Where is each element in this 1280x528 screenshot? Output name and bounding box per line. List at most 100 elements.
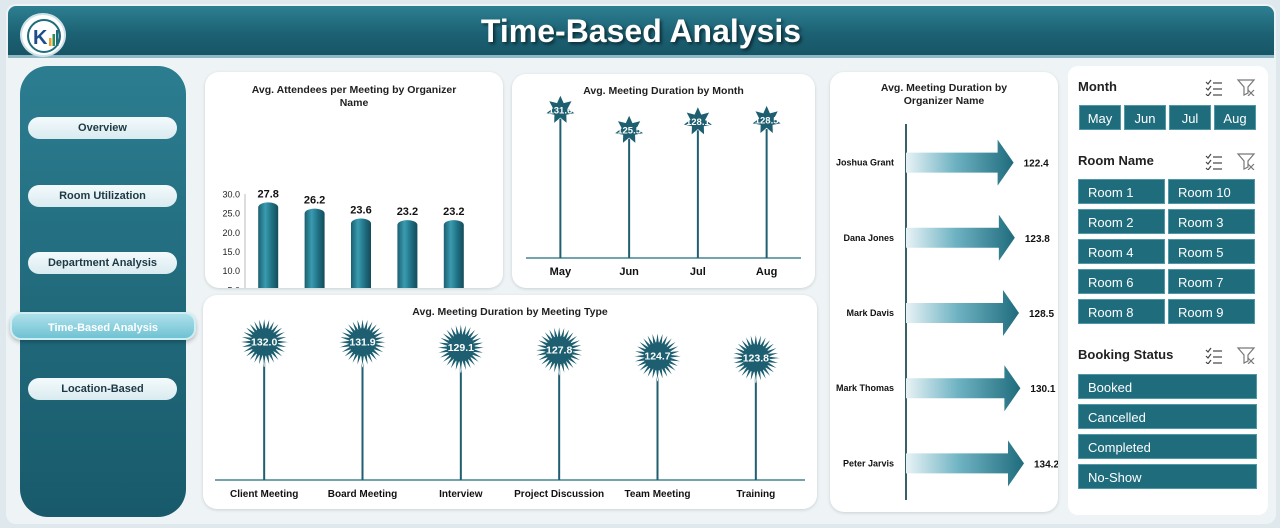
page-title: Time-Based Analysis: [480, 13, 802, 49]
room-slicer-item[interactable]: Room 4: [1078, 239, 1165, 264]
month-slicer-item[interactable]: May: [1079, 105, 1121, 130]
room-slicer-item[interactable]: Room 6: [1078, 269, 1165, 294]
room-slicer-item[interactable]: Room 2: [1078, 209, 1165, 234]
x-tick-label: Team Meeting: [625, 489, 691, 500]
x-tick-label: May: [550, 266, 572, 278]
status-slicer-item[interactable]: No-Show: [1078, 464, 1257, 489]
room-slicer-item[interactable]: Room 8: [1078, 299, 1165, 324]
arrow-bar: [906, 214, 1015, 261]
arrow-bar: [906, 365, 1021, 412]
nav-location-based-button[interactable]: Location-Based: [28, 378, 177, 400]
data-label: 23.6: [350, 205, 371, 217]
organizer-duration-chart-title: Avg. Meeting Duration by Organizer Name: [880, 82, 1008, 107]
data-label: 132.0: [251, 337, 277, 349]
month-slicer-item[interactable]: Jun: [1124, 105, 1166, 130]
y-tick-label: Peter Jarvis: [843, 458, 894, 468]
star-marker: [435, 322, 486, 373]
bar: [304, 208, 325, 288]
data-label: 134.2: [1034, 459, 1058, 470]
nav-department-analysis-button[interactable]: Department Analysis: [28, 252, 177, 274]
data-label: 123.8: [1025, 234, 1050, 245]
multi-select-icon[interactable]: [1205, 79, 1222, 96]
month-slicer-item[interactable]: Jul: [1169, 105, 1211, 130]
attendees-chart-title: Avg. Attendees per Meeting by Organizer …: [251, 84, 457, 109]
y-tick-label: 5.0: [227, 285, 240, 288]
bar: [351, 218, 371, 288]
data-label: 23.2: [443, 206, 464, 218]
data-label: 127.8: [546, 345, 572, 357]
sidebar-nav: Overview Room Utilization Department Ana…: [10, 66, 196, 517]
x-tick-label: Jun: [619, 266, 639, 278]
arrow-bar: [906, 139, 1014, 186]
status-slicer-item[interactable]: Cancelled: [1078, 404, 1257, 429]
month-duration-lollipop-chart: 131.6 May 125.5 Jun 128.1 Jul 128.5 Aug: [526, 94, 801, 278]
star-marker: [682, 105, 714, 136]
room-slicer-item[interactable]: Room 9: [1168, 299, 1255, 324]
x-tick-label: Board Meeting: [328, 489, 397, 500]
y-tick-label: 10.0: [222, 266, 240, 276]
y-tick-label: 20.0: [222, 228, 240, 238]
room-slicer-item[interactable]: Room 10: [1168, 179, 1255, 204]
data-label: 27.8: [257, 188, 278, 200]
bar: [258, 202, 279, 288]
star-marker: [545, 94, 576, 125]
status-slicer-item[interactable]: Booked: [1078, 374, 1257, 399]
room-slicer-controls: [1205, 153, 1256, 170]
star-marker: [730, 332, 781, 384]
clear-filter-icon[interactable]: [1236, 79, 1256, 96]
x-tick-label: Project Discussion: [514, 489, 604, 500]
y-tick-label: Joshua Grant: [836, 158, 894, 168]
star-marker: [337, 317, 388, 368]
clear-filter-icon[interactable]: [1236, 153, 1256, 170]
data-label: 26.2: [304, 195, 325, 207]
arrow-bar: [906, 290, 1019, 336]
y-tick-label: Dana Jones: [843, 233, 894, 243]
month-slicer-item[interactable]: Aug: [1214, 105, 1256, 130]
status-slicer-title: Booking Status: [1078, 347, 1174, 362]
data-label: 125.5: [617, 126, 641, 137]
month-duration-chart-title: Avg. Meeting Duration by Month: [583, 85, 744, 97]
clear-filter-icon[interactable]: [1236, 347, 1256, 364]
bar: [397, 220, 418, 288]
meeting-type-chart-title: Avg. Meeting Duration by Meeting Type: [412, 306, 608, 318]
organizer-duration-chart-card: Avg. Meeting Duration by Organizer Name …: [830, 72, 1058, 512]
slicer-panel: Month May Jun Jul Aug Room Name Room 1 R…: [1068, 66, 1268, 515]
y-tick-label: Mark Thomas: [836, 383, 894, 393]
x-tick-label: Training: [736, 489, 775, 500]
room-slicer-item[interactable]: Room 1: [1078, 179, 1165, 204]
data-label: 123.8: [743, 353, 769, 365]
multi-select-icon[interactable]: [1205, 347, 1222, 364]
x-tick-label: Interview: [439, 489, 483, 500]
room-slicer-item[interactable]: Room 7: [1168, 269, 1255, 294]
bar: [443, 220, 464, 288]
data-label: 131.6: [548, 106, 572, 117]
meeting-type-lollipop-chart: 132.0 Client Meeting 131.9 Board Meeting 129…: [215, 316, 805, 500]
y-tick-label: Mark Davis: [846, 308, 894, 318]
y-tick-label: 30.0: [222, 190, 240, 200]
x-tick-label: Jul: [690, 266, 706, 278]
multi-select-icon[interactable]: [1205, 153, 1222, 170]
data-label: 129.1: [448, 342, 474, 354]
data-label: 128.5: [755, 116, 779, 127]
data-label: 128.5: [1029, 309, 1054, 320]
arrow-bar: [906, 440, 1024, 487]
data-label: 131.9: [349, 337, 375, 349]
data-label: 23.2: [397, 206, 418, 218]
y-tick-label: 15.0: [222, 247, 240, 257]
svg-text:K: K: [33, 27, 48, 49]
month-slicer-title: Month: [1078, 79, 1117, 94]
data-label: 122.4: [1024, 159, 1049, 170]
status-slicer-item[interactable]: Completed: [1078, 434, 1257, 459]
data-label: 130.1: [1030, 384, 1055, 395]
meeting-type-chart-card: Avg. Meeting Duration by Meeting Type 13…: [203, 295, 817, 509]
x-tick-label: Aug: [756, 266, 777, 278]
room-slicer-item[interactable]: Room 3: [1168, 209, 1255, 234]
nav-time-based-analysis-button[interactable]: Time-Based Analysis: [10, 312, 196, 340]
star-marker: [239, 316, 290, 368]
nav-overview-button[interactable]: Overview: [28, 117, 177, 139]
month-slicer-controls: [1205, 79, 1256, 96]
nav-room-utilization-button[interactable]: Room Utilization: [28, 185, 177, 207]
y-tick-label: 25.0: [222, 209, 240, 219]
room-slicer-item[interactable]: Room 5: [1168, 239, 1255, 264]
data-label: 124.7: [644, 351, 670, 363]
